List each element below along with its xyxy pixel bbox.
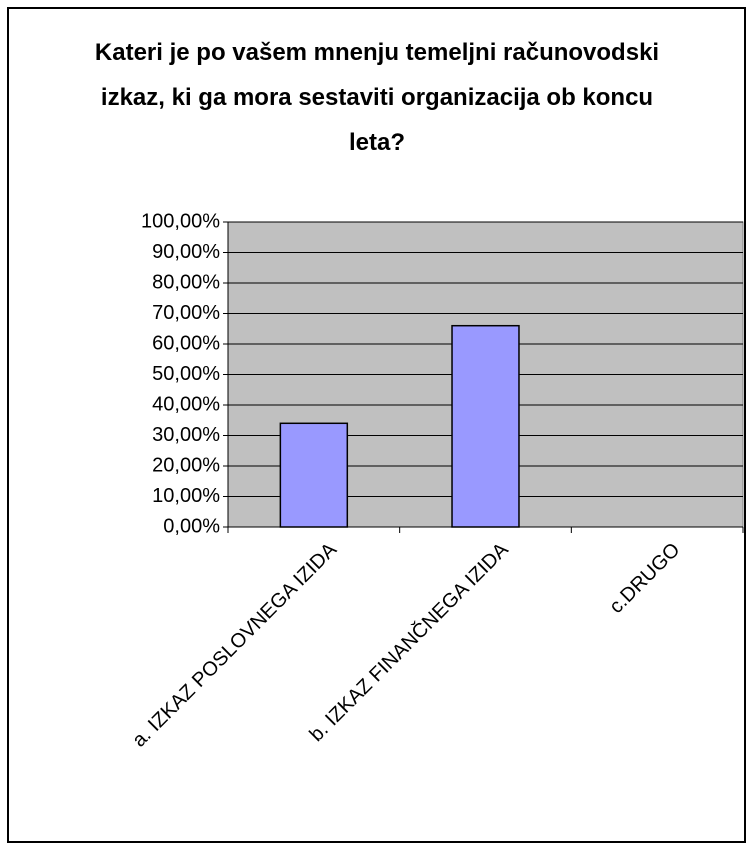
y-tick-label: 10,00% (152, 485, 220, 507)
y-tick-label: 100,00% (141, 210, 220, 232)
y-tick-label: 30,00% (152, 424, 220, 446)
y-tick-label: 40,00% (152, 393, 220, 415)
chart-title: Kateri je po vašem mnenju temeljni račun… (94, 39, 660, 156)
y-tick-label: 50,00% (152, 363, 220, 385)
bar (451, 324, 520, 528)
y-tick-label: 80,00% (152, 271, 220, 293)
y-tick-label: 0,00% (163, 515, 220, 537)
y-tick-label: 70,00% (152, 302, 220, 324)
y-tick-label: 90,00% (152, 241, 220, 263)
bar (279, 422, 349, 528)
y-tick-label: 20,00% (152, 454, 220, 476)
y-tick-label: 60,00% (152, 332, 220, 354)
